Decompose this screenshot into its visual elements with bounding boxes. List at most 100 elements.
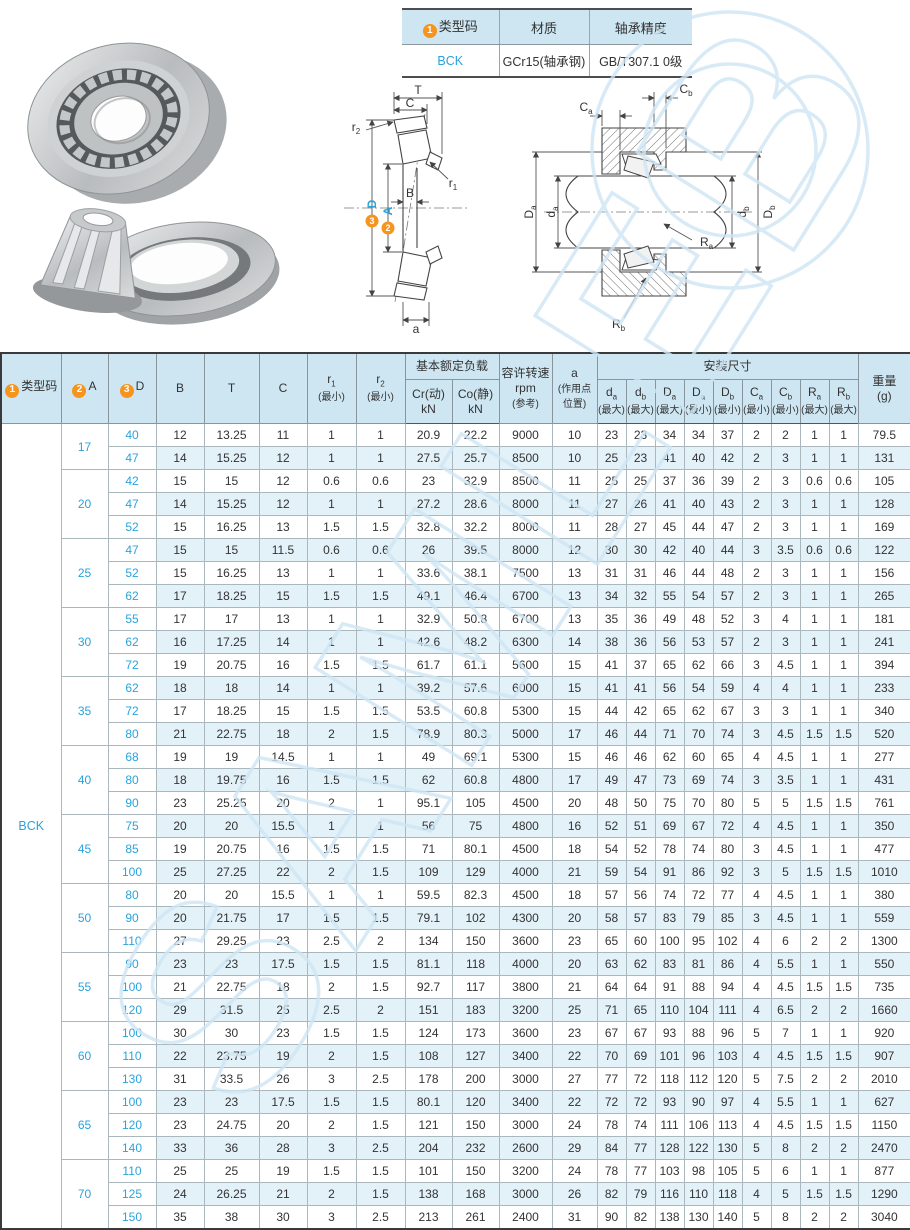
- cell-B: 17: [155, 584, 205, 608]
- d-value-cell[interactable]: 75: [107, 814, 157, 838]
- cell-B: 33: [155, 1136, 205, 1160]
- cell-Ra-max: 1: [799, 768, 830, 792]
- cell-weight: 241: [857, 630, 910, 654]
- cell-C: 15: [258, 584, 308, 608]
- cell-B: 14: [155, 492, 205, 516]
- cell-r1-min: 3: [306, 1067, 357, 1091]
- cell-Db-min: 97: [712, 1090, 743, 1114]
- dim-label-r1: r1: [449, 176, 458, 192]
- mounting-dimensions-diagram: Ca Cb Da da db Db Ra Rb: [522, 82, 776, 333]
- cell-Ra-max: 1: [799, 423, 830, 447]
- cell-Rb-max: 1.5: [828, 1182, 859, 1206]
- d-value-cell[interactable]: 72: [107, 699, 157, 723]
- cell-rpm: 8000: [498, 515, 553, 539]
- cell-C: 16: [258, 653, 308, 677]
- d-value-cell[interactable]: 140: [107, 1136, 157, 1160]
- d-value-cell[interactable]: 80: [107, 722, 157, 746]
- d-value-cell[interactable]: 120: [107, 1113, 157, 1137]
- cell-co-static: 82.3: [451, 883, 500, 907]
- cell-weight: 877: [857, 1159, 910, 1183]
- spec-row: 50 80 20 20 15.5 1 1 59.5 82.3 4500 18 57 56 74 72 77 4 4…: [1, 883, 910, 953]
- cell-weight: 380: [857, 883, 910, 907]
- cell-C: 16: [258, 837, 308, 861]
- d-value-cell[interactable]: 55: [107, 607, 157, 631]
- d-value-cell[interactable]: 40: [107, 423, 157, 447]
- cell-B: 14: [155, 446, 205, 470]
- d-value-cell[interactable]: 85: [107, 837, 157, 861]
- cell-rpm: 3000: [498, 1067, 553, 1091]
- d-value-cell[interactable]: 62: [107, 676, 157, 700]
- cell-da-max: 72: [596, 1090, 627, 1114]
- cell-r1-min: 1: [306, 630, 357, 654]
- cell-da-max: 57: [596, 883, 627, 907]
- cell-T: 19: [203, 745, 260, 769]
- a-group-cell: 25: [60, 538, 109, 608]
- d-value-cell[interactable]: 130: [107, 1067, 157, 1091]
- cell-Rb-max: 1.5: [828, 722, 859, 746]
- d-value-cell[interactable]: 110: [107, 1159, 157, 1183]
- d-value-cell[interactable]: 42: [107, 469, 157, 493]
- cell-weight: 1660: [857, 998, 910, 1022]
- d-value-cell[interactable]: 68: [107, 745, 157, 769]
- cell-cr-dynamic: 56: [404, 814, 453, 838]
- cell-da-max: 70: [596, 1044, 627, 1068]
- cell-da-max: 38: [596, 630, 627, 654]
- d-value-cell[interactable]: 100: [107, 975, 157, 999]
- d-value-cell[interactable]: 52: [107, 561, 157, 585]
- d-value-cell[interactable]: 62: [107, 630, 157, 654]
- cell-Ca-min: 3: [741, 722, 772, 746]
- cell-rpm: 3000: [498, 1113, 553, 1137]
- d-value-cell[interactable]: 47: [107, 492, 157, 516]
- cell-cr-dynamic: 151: [404, 998, 453, 1022]
- d-value-cell[interactable]: 80: [107, 768, 157, 792]
- cell-weight: 477: [857, 837, 910, 861]
- cell-B: 24: [155, 1182, 205, 1206]
- cell-T: 23: [203, 1090, 260, 1114]
- cell-C: 15.5: [258, 814, 308, 838]
- cell-co-static: 80.1: [451, 837, 500, 861]
- cell-Cb-min: 4.5: [770, 906, 801, 930]
- cell-r1-min: 0.6: [306, 538, 357, 562]
- cell-r1-min: 2: [306, 1182, 357, 1206]
- d-value-cell[interactable]: 100: [107, 1021, 157, 1045]
- cell-Ra-max: 1: [799, 561, 830, 585]
- d-value-cell[interactable]: 90: [107, 791, 157, 815]
- cell-co-static: 120: [451, 1090, 500, 1114]
- cell-Db-min: 118: [712, 1182, 743, 1206]
- cell-r1-min: 1.5: [306, 1021, 357, 1045]
- cell-co-static: 127: [451, 1044, 500, 1068]
- d-value-cell[interactable]: 80: [107, 883, 157, 907]
- cell-rpm: 4500: [498, 837, 553, 861]
- d-value-cell[interactable]: 110: [107, 1044, 157, 1068]
- cell-da-max: 27: [596, 492, 627, 516]
- d-value-cell[interactable]: 72: [107, 653, 157, 677]
- d-value-cell[interactable]: 100: [107, 1090, 157, 1114]
- cell-Da-max: 74: [654, 883, 685, 907]
- d-value-cell[interactable]: 62: [107, 584, 157, 608]
- cell-r2-min: 1.5: [355, 837, 406, 861]
- d-value-cell[interactable]: 90: [107, 952, 157, 976]
- d-value-cell[interactable]: 100: [107, 860, 157, 884]
- product-photos: [27, 42, 280, 325]
- d-value-cell[interactable]: 120: [107, 998, 157, 1022]
- cell-Rb-max: 2: [828, 1205, 859, 1230]
- info-type-code-value[interactable]: BCK: [402, 44, 500, 77]
- d-value-cell[interactable]: 125: [107, 1182, 157, 1206]
- cell-r2-min: 1.5: [355, 975, 406, 999]
- d-value-cell[interactable]: 47: [107, 446, 157, 470]
- d-value-cell[interactable]: 90: [107, 906, 157, 930]
- cell-Db-min: 86: [712, 952, 743, 976]
- cell-Ra-max: 1: [799, 515, 830, 539]
- cell-Rb-max: 2: [828, 1136, 859, 1160]
- d-value-cell[interactable]: 47: [107, 538, 157, 562]
- type-code-cell[interactable]: BCK: [0, 423, 62, 1230]
- d-value-cell[interactable]: 150: [107, 1205, 157, 1230]
- cell-cr-dynamic: 134: [404, 929, 453, 953]
- d-value-cell[interactable]: 110: [107, 929, 157, 953]
- cell-co-static: 168: [451, 1182, 500, 1206]
- cell-T: 25: [203, 1159, 260, 1183]
- cell-Da-max: 34: [654, 423, 685, 447]
- cell-da-max: 25: [596, 469, 627, 493]
- d-value-cell[interactable]: 52: [107, 515, 157, 539]
